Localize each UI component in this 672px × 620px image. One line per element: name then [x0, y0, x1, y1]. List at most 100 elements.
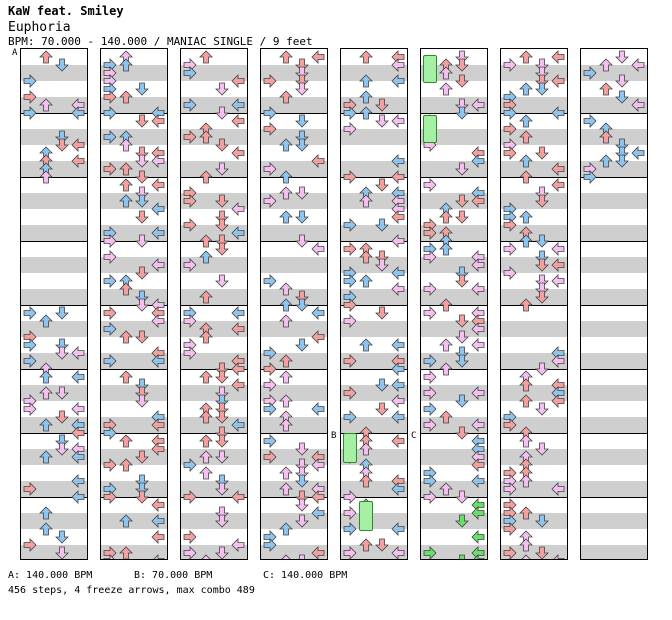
step-arrow: [215, 273, 229, 288]
step-arrow: [311, 329, 325, 344]
step-arrow: [231, 361, 245, 376]
step-arrow: [183, 529, 197, 544]
step-arrow: [343, 409, 357, 424]
step-arrow: [199, 129, 213, 144]
step-arrow: [519, 129, 533, 144]
marker-a: A: [11, 48, 19, 58]
step-arrow: [55, 529, 69, 544]
step-arrow: [71, 345, 85, 360]
step-arrow: [343, 169, 357, 184]
step-arrow: [535, 361, 549, 376]
step-arrow: [391, 361, 405, 376]
step-arrow: [439, 481, 453, 496]
step-arrow: [23, 105, 37, 120]
step-arrow: [183, 97, 197, 112]
step-arrow: [151, 313, 165, 328]
step-arrow: [535, 57, 549, 72]
step-arrow: [583, 65, 597, 80]
step-arrow: [423, 545, 437, 559]
step-arrow: [551, 105, 565, 120]
step-arrow: [39, 49, 53, 64]
step-arrow: [135, 393, 149, 408]
step-arrow: [135, 489, 149, 504]
step-arrow: [471, 553, 485, 559]
step-arrow: [295, 489, 309, 504]
step-arrow: [55, 433, 69, 448]
step-arrow: [375, 257, 389, 272]
chart-column: [100, 48, 168, 560]
step-arrow: [295, 209, 309, 224]
step-arrow: [471, 193, 485, 208]
chart-column: [340, 48, 408, 560]
chart-column: [420, 48, 488, 560]
step-arrow: [263, 193, 277, 208]
step-arrow: [359, 249, 373, 264]
step-arrow: [279, 521, 293, 536]
step-arrow: [503, 57, 517, 72]
step-arrow: [135, 473, 149, 488]
step-arrow: [359, 73, 373, 88]
step-arrow: [279, 465, 293, 480]
step-arrow: [391, 409, 405, 424]
step-arrow: [455, 49, 469, 64]
step-arrow: [583, 169, 597, 184]
step-arrow: [551, 353, 565, 368]
step-arrow: [359, 441, 373, 456]
step-arrow: [119, 457, 133, 472]
step-arrow: [471, 281, 485, 296]
step-arrow: [519, 377, 533, 392]
step-arrow: [231, 225, 245, 240]
step-arrow: [535, 545, 549, 559]
step-arrow: [343, 241, 357, 256]
step-arrow: [199, 233, 213, 248]
step-arrow: [135, 481, 149, 496]
step-arrow: [295, 57, 309, 72]
step-arrow: [135, 329, 149, 344]
step-arrow: [535, 257, 549, 272]
step-arrow: [199, 289, 213, 304]
step-arrow: [279, 553, 293, 559]
step-arrow: [295, 113, 309, 128]
step-arrow: [311, 457, 325, 472]
artist-name: KaW feat. Smiley: [8, 4, 124, 18]
step-arrow: [295, 81, 309, 96]
step-arrow: [119, 57, 133, 72]
step-arrow: [503, 417, 517, 432]
step-arrow: [119, 193, 133, 208]
step-arrow: [55, 129, 69, 144]
step-arrow: [551, 177, 565, 192]
step-arrow: [39, 417, 53, 432]
step-arrow: [135, 81, 149, 96]
step-arrow: [391, 209, 405, 224]
step-arrow: [343, 489, 357, 504]
step-arrow: [343, 273, 357, 288]
step-arrow: [295, 289, 309, 304]
step-arrow: [455, 345, 469, 360]
step-arrow: [183, 193, 197, 208]
step-arrow: [439, 297, 453, 312]
step-arrow: [375, 305, 389, 320]
step-arrow: [71, 449, 85, 464]
step-arrow: [455, 553, 469, 559]
step-arrow: [215, 385, 229, 400]
step-arrow: [231, 417, 245, 432]
step-arrow: [423, 353, 437, 368]
step-arrow: [599, 57, 613, 72]
step-arrow: [295, 513, 309, 528]
step-arrow: [279, 369, 293, 384]
step-arrow: [119, 161, 133, 176]
step-arrow: [295, 473, 309, 488]
step-arrow: [263, 433, 277, 448]
step-arrow: [631, 97, 645, 112]
step-arrow: [279, 417, 293, 432]
step-arrow: [103, 249, 117, 264]
step-arrow: [391, 281, 405, 296]
step-arrow: [423, 281, 437, 296]
step-arrow: [343, 545, 357, 559]
step-arrow: [375, 177, 389, 192]
step-arrow: [151, 417, 165, 432]
step-arrow: [183, 545, 197, 559]
step-arrow: [391, 169, 405, 184]
chart-column: [500, 48, 568, 560]
step-arrow: [455, 353, 469, 368]
